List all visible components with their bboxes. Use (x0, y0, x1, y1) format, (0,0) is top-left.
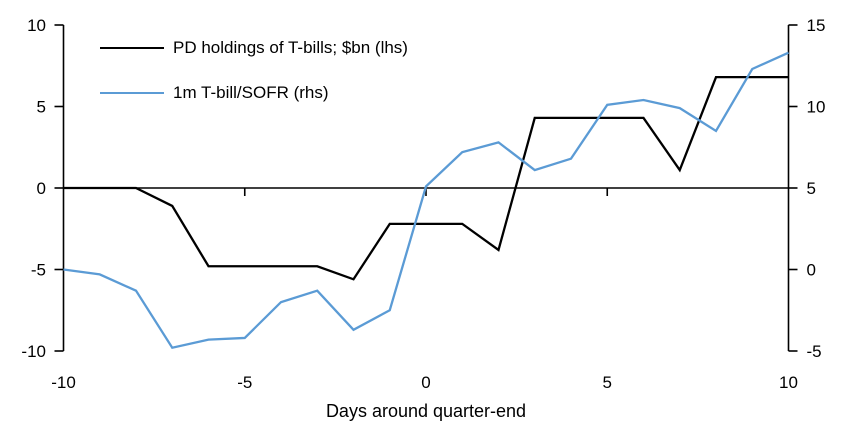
x-axis-tick-label: 5 (603, 373, 612, 392)
series-line-0 (63, 76, 789, 281)
legend: PD holdings of T-bills; $bn (lhs) 1m T-b… (100, 34, 408, 124)
x-axis-tick-label: 0 (421, 373, 430, 392)
legend-item-tbill-sofr: 1m T-bill/SOFR (rhs) (100, 79, 408, 107)
series-line-1 (63, 51, 789, 350)
right-axis-tick-label: 5 (807, 179, 816, 198)
x-axis-tick-label: -5 (237, 373, 252, 392)
right-axis-tick-label: 15 (807, 16, 826, 35)
legend-item-pd-holdings: PD holdings of T-bills; $bn (lhs) (100, 34, 408, 62)
legend-label-tbill-sofr: 1m T-bill/SOFR (rhs) (173, 83, 329, 102)
left-axis-tick-label: -10 (21, 342, 46, 361)
right-axis-tick-label: -5 (807, 342, 822, 361)
left-axis-tick-label: 10 (27, 16, 46, 35)
legend-label-pd-holdings: PD holdings of T-bills; $bn (lhs) (173, 38, 408, 57)
x-axis-tick-label: -10 (51, 373, 76, 392)
left-axis-tick-label: -5 (31, 261, 46, 280)
x-axis-title: Days around quarter-end (325, 401, 527, 421)
left-axis-tick-label: 0 (37, 179, 46, 198)
legend-line-sample-black (100, 46, 164, 50)
x-axis-tick-label: 10 (779, 373, 798, 392)
right-axis-tick-label: 10 (807, 98, 826, 117)
left-axis-tick-label: 5 (37, 98, 46, 117)
legend-line-sample-blue (100, 91, 164, 95)
right-axis-tick-label: 0 (807, 261, 816, 280)
